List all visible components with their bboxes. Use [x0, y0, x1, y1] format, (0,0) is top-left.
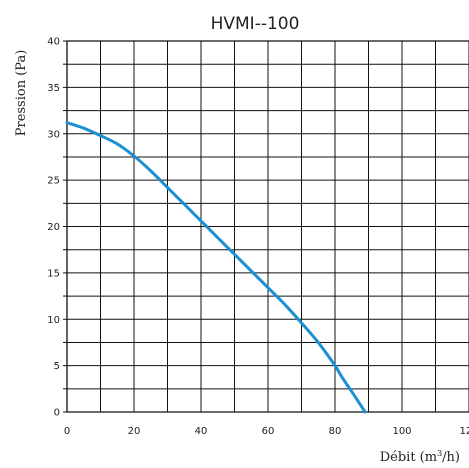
x-axis-label: Débit (m3/h)	[380, 449, 460, 465]
x-tick-labels: 0 20 40 60 80 100 120	[64, 426, 469, 437]
pressure-curve	[65, 121, 367, 414]
x-tick-label: 80	[329, 426, 342, 437]
y-tick-labels: 0 5 10 15 20 25 30 35 40	[47, 37, 60, 419]
x-tick-label: 120	[459, 426, 469, 437]
y-tick-label: 10	[47, 315, 60, 326]
y-tick-label: 25	[47, 176, 60, 187]
y-tick-label: 5	[54, 361, 60, 372]
x-tick-label: 0	[64, 426, 70, 437]
chart-title: HVMI--100	[211, 14, 300, 34]
y-tick-label: 20	[47, 222, 60, 233]
y-tick-label: 0	[54, 408, 60, 419]
x-axis-label-tail: /h)	[442, 450, 460, 465]
y-tick-label: 35	[47, 83, 60, 94]
y-tick-label: 40	[47, 37, 60, 48]
x-axis-label-superscript: 3	[437, 449, 442, 458]
x-tick-label: 40	[195, 426, 208, 437]
x-axis-label-main: Débit (m	[380, 450, 437, 465]
y-tick-label: 15	[47, 268, 60, 279]
x-tick-label: 60	[262, 426, 275, 437]
grid-lines	[63, 40, 469, 413]
y-axis-label: Pression (Pa)	[14, 50, 29, 137]
y-tick-label: 30	[47, 129, 60, 140]
curve-layer	[65, 121, 367, 414]
x-tick-label: 20	[128, 426, 141, 437]
x-tick-label: 100	[392, 426, 411, 437]
